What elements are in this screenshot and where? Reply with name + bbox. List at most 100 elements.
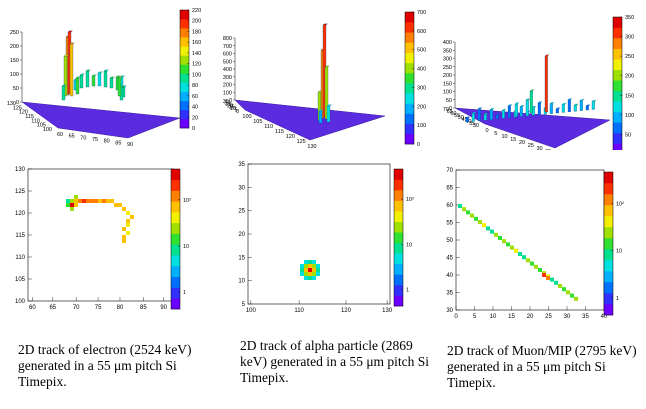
muon-lego-palette-label: 250 bbox=[625, 54, 634, 60]
muon-map-x-label: 5 bbox=[473, 314, 477, 320]
electron-lego-bar-top bbox=[75, 76, 81, 79]
muon-map-pixel bbox=[474, 216, 478, 221]
muon-map-x-label: 0 bbox=[454, 314, 458, 320]
alpha-map-palette-cell bbox=[394, 179, 403, 191]
muon-lego-x-label: 70 bbox=[443, 107, 449, 113]
muon-map-pixel bbox=[522, 255, 526, 260]
muon-map-palette-cell bbox=[604, 183, 613, 195]
muon-lego-y-label: 0 bbox=[485, 128, 488, 134]
electron-map-pixel bbox=[66, 203, 70, 207]
muon-lego-bar-top bbox=[561, 103, 567, 105]
muon-lego-palette-frame bbox=[612, 16, 623, 150]
muon-lego-bar bbox=[483, 114, 487, 121]
alpha-map-palette-frame bbox=[393, 168, 404, 307]
electron-lego-bar bbox=[109, 77, 114, 89]
muon-lego-y-label: 30 bbox=[536, 146, 542, 150]
electron-lego-bar bbox=[69, 43, 74, 97]
electron-map-palette-frame bbox=[170, 168, 181, 310]
muon-lego-bar-top bbox=[567, 98, 573, 100]
muon-lego-z-label: 350 bbox=[443, 48, 452, 54]
electron-map-pixel bbox=[74, 199, 78, 203]
alpha-lego-x-label: 30 bbox=[224, 100, 230, 106]
muon-lego-bar bbox=[537, 102, 541, 115]
muon-map-pixel bbox=[494, 232, 498, 237]
electron-map-pixel bbox=[70, 207, 74, 211]
muon-map-x-label: 30 bbox=[564, 314, 571, 320]
muon-map-pixel bbox=[514, 248, 518, 253]
alpha-map-x-label: 100 bbox=[246, 308, 257, 314]
alpha-map-palette-cell bbox=[394, 284, 403, 296]
muon-map-pixel bbox=[498, 236, 502, 240]
alpha-map-palette-cell bbox=[394, 190, 403, 201]
alpha-lego-palette-label: 400 bbox=[417, 67, 426, 73]
muon-lego-bar-top bbox=[544, 54, 550, 57]
alpha-lego-palette-label: 100 bbox=[417, 123, 426, 129]
muon-map-pixel bbox=[510, 245, 514, 250]
electron-map-palette-cell bbox=[171, 265, 180, 277]
alpha-map-pixel bbox=[304, 268, 308, 272]
alpha-lego-palette-label: 0 bbox=[417, 142, 420, 148]
muon-lego-palette-label: 300 bbox=[625, 35, 634, 41]
alpha-map-pixel bbox=[316, 268, 320, 272]
muon-map-x-label: 20 bbox=[527, 314, 534, 320]
electron-lego-x-label: 120 bbox=[19, 110, 28, 116]
electron-map-pixel bbox=[130, 215, 134, 219]
muon-lego-y-label: 35 bbox=[545, 149, 551, 150]
electron-map-palette-cell bbox=[171, 190, 180, 202]
muon-map-palette-label: 10 bbox=[616, 249, 622, 255]
electron-map-palette-label: 1 bbox=[183, 290, 186, 296]
alpha-lego-palette-label: 300 bbox=[417, 85, 426, 91]
electron-lego-palette-cell bbox=[180, 73, 189, 83]
muon-lego-z-label: 150 bbox=[443, 81, 452, 87]
muon-lego-bar bbox=[567, 99, 571, 112]
alpha-map-pixel bbox=[312, 272, 316, 276]
alpha-map-pixel bbox=[304, 272, 308, 276]
electron-map-y-label: 120 bbox=[15, 211, 26, 217]
electron-lego-bar-top bbox=[69, 42, 75, 45]
muon-lego-bar-top bbox=[549, 102, 555, 104]
muon-map-palette-cell bbox=[604, 304, 613, 316]
alpha-map-pixel bbox=[308, 260, 312, 264]
electron-map-y-label: 125 bbox=[15, 189, 26, 195]
electron-lego-bar-top bbox=[79, 73, 85, 76]
muon-map-palette-cell bbox=[604, 271, 613, 283]
electron-lego-palette-cell bbox=[180, 37, 189, 47]
electron-lego-palette-cell bbox=[180, 91, 189, 102]
muon-map-x-label: 25 bbox=[545, 314, 552, 320]
muon-lego-bar bbox=[501, 110, 505, 119]
muon-lego-x-label: 60 bbox=[450, 111, 456, 117]
muon-lego-palette-cell bbox=[613, 80, 622, 92]
alpha-lego-z-label: 200 bbox=[223, 83, 232, 89]
electron-lego-palette-cell bbox=[180, 109, 189, 120]
muon-lego-z-label: 250 bbox=[443, 65, 452, 71]
muon-lego-z-label: 100 bbox=[443, 90, 452, 96]
alpha-lego-z-label: 0 bbox=[229, 98, 232, 104]
alpha-map-pixel bbox=[308, 268, 312, 272]
muon-lego-plot: 0501001502002503003504007065605550454035… bbox=[443, 15, 634, 150]
muon-lego-y-label: 20 bbox=[519, 140, 525, 146]
muon-lego-bar-top bbox=[483, 112, 489, 115]
muon-lego-bar-top bbox=[555, 107, 561, 110]
muon-hitmap: 0 5 10 15 20 25 30 35 40 30 35 40 45 50 55 60 65 70 1 10 10² bbox=[446, 168, 624, 320]
muon-map-palette-cell bbox=[604, 205, 613, 217]
muon-map-pixel bbox=[478, 220, 482, 224]
muon-lego-z-label: 0 bbox=[449, 106, 452, 112]
muon-map-pixel bbox=[506, 242, 510, 247]
muon-lego-z-label: 200 bbox=[443, 73, 452, 79]
alpha-lego-palette-cell bbox=[405, 83, 414, 94]
alpha-lego-palette-cell bbox=[405, 42, 414, 53]
muon-lego-bar bbox=[585, 105, 589, 111]
alpha-map-pixel bbox=[304, 260, 308, 264]
muon-lego-palette-cell bbox=[613, 38, 622, 49]
alpha-map-pixel bbox=[300, 264, 304, 268]
muon-map-y-label: 35 bbox=[446, 291, 453, 297]
alpha-map-y-label: 10 bbox=[238, 279, 245, 285]
muon-lego-x-label: 65 bbox=[447, 109, 453, 115]
electron-map-x-label: 90 bbox=[160, 305, 167, 311]
electron-lego-x-label: 125 bbox=[13, 105, 22, 111]
electron-map-pixel bbox=[118, 203, 122, 207]
electron-lego-z-label: 0 bbox=[16, 100, 19, 106]
muon-map-palette-cell bbox=[604, 260, 613, 272]
muon-map-pixel bbox=[502, 239, 506, 244]
muon-lego-palette-cell bbox=[613, 143, 622, 150]
